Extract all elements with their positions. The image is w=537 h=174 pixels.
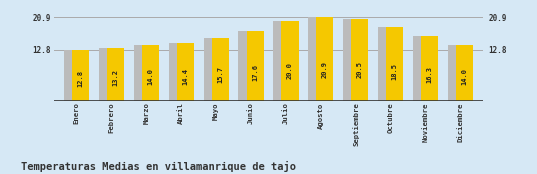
Bar bbox=[448, 45, 456, 101]
Text: 15.7: 15.7 bbox=[217, 66, 223, 83]
Bar bbox=[212, 38, 229, 101]
Bar bbox=[308, 17, 316, 101]
Bar bbox=[316, 17, 333, 101]
Bar bbox=[107, 48, 124, 101]
Bar bbox=[142, 45, 159, 101]
Text: 17.6: 17.6 bbox=[252, 64, 258, 81]
Bar bbox=[351, 19, 368, 101]
Text: 20.5: 20.5 bbox=[357, 61, 363, 78]
Bar bbox=[421, 36, 438, 101]
Bar bbox=[238, 31, 246, 101]
Bar bbox=[169, 43, 177, 101]
Bar bbox=[134, 45, 142, 101]
Text: 18.5: 18.5 bbox=[392, 63, 398, 80]
Text: Temperaturas Medias en villamanrique de tajo: Temperaturas Medias en villamanrique de … bbox=[21, 161, 296, 172]
Bar bbox=[246, 31, 264, 101]
Bar bbox=[343, 19, 351, 101]
Bar bbox=[64, 50, 72, 101]
Bar bbox=[177, 43, 194, 101]
Bar bbox=[273, 21, 281, 101]
Bar bbox=[378, 27, 386, 101]
Bar bbox=[413, 36, 421, 101]
Text: 14.0: 14.0 bbox=[462, 68, 468, 85]
Bar bbox=[281, 21, 299, 101]
Text: 13.2: 13.2 bbox=[112, 69, 118, 86]
Text: 20.0: 20.0 bbox=[287, 62, 293, 78]
Text: 20.9: 20.9 bbox=[322, 61, 328, 78]
Text: 12.8: 12.8 bbox=[77, 70, 83, 87]
Text: 16.3: 16.3 bbox=[427, 66, 433, 83]
Bar bbox=[386, 27, 403, 101]
Text: 14.0: 14.0 bbox=[147, 68, 153, 85]
Bar bbox=[72, 50, 89, 101]
Bar bbox=[99, 48, 107, 101]
Bar bbox=[204, 38, 212, 101]
Text: 14.4: 14.4 bbox=[182, 68, 188, 85]
Bar bbox=[456, 45, 473, 101]
